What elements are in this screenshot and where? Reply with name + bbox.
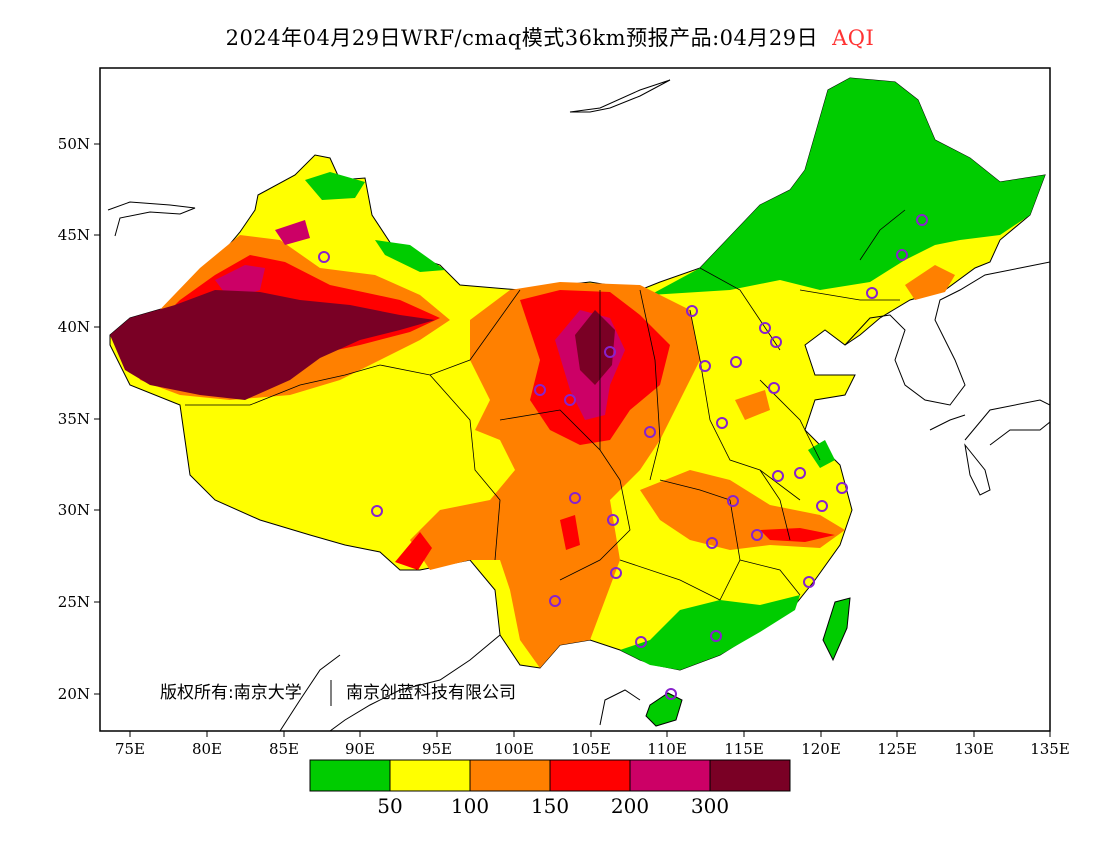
- magenta-xinjiang2: [275, 220, 310, 245]
- lon-tick-label: 130E: [954, 740, 994, 758]
- lon-tick-label: 115E: [724, 740, 764, 758]
- map-content: 版权所有:南京大学 南京创蓝科技有限公司: [107, 77, 1050, 731]
- station-marker: [768, 382, 780, 394]
- colorbar-swatch-hazardous: [710, 760, 790, 791]
- station-marker: [866, 287, 878, 299]
- lon-tick-label: 85E: [269, 740, 299, 758]
- station-marker: [716, 417, 728, 429]
- green-jiangsu: [808, 440, 835, 468]
- station-marker: [916, 214, 928, 226]
- lon-tick-label: 110E: [647, 740, 687, 758]
- station-markers: [318, 214, 928, 700]
- lon-tick-label: 75E: [115, 740, 145, 758]
- colorbar-swatch-moderate: [390, 760, 470, 791]
- copyright-left: 版权所有:南京大学: [160, 683, 302, 703]
- station-marker: [607, 514, 619, 526]
- station-marker: [706, 537, 718, 549]
- taiwan-region: [822, 597, 851, 662]
- colorbar-swatch-usg: [470, 760, 550, 791]
- station-marker: [710, 630, 722, 642]
- station-marker: [534, 384, 546, 396]
- lon-tick-label: 125E: [877, 740, 917, 758]
- station-marker: [794, 467, 806, 479]
- copyright-right: 南京创蓝科技有限公司: [346, 683, 516, 703]
- station-marker: [610, 567, 622, 579]
- lon-tick-label: 120E: [801, 740, 841, 758]
- station-marker: [569, 492, 581, 504]
- station-marker: [665, 688, 677, 700]
- colorbar-swatch-good: [310, 760, 390, 791]
- colorbar-label: 150: [531, 794, 569, 818]
- station-marker: [816, 500, 828, 512]
- map-title: 2024年04月29日WRF/cmaq模式36km预报产品:04月29日 AQI: [0, 22, 1100, 52]
- hazardous-loess: [575, 310, 615, 385]
- station-marker: [727, 495, 739, 507]
- title-main: 2024年04月29日WRF/cmaq模式36km预报产品:04月29日: [225, 26, 819, 50]
- red-sichuan: [560, 515, 580, 550]
- lat-tick-label: 40N: [58, 318, 90, 336]
- station-marker: [604, 346, 616, 358]
- lon-tick-label: 135E: [1030, 740, 1070, 758]
- station-marker: [686, 305, 698, 317]
- green-xinjiang: [305, 172, 365, 200]
- lon-tick-label: 90E: [345, 740, 375, 758]
- station-marker: [896, 249, 908, 261]
- map-frame: [99, 67, 1051, 732]
- colorbar-label: 100: [451, 794, 489, 818]
- station-marker: [770, 336, 782, 348]
- lat-tick-label: 35N: [58, 410, 90, 428]
- station-marker: [644, 426, 656, 438]
- station-marker: [318, 251, 330, 263]
- lat-tick-label: 20N: [58, 685, 90, 703]
- hainan-region: [645, 692, 683, 727]
- station-marker: [772, 470, 784, 482]
- colorbar-label: 200: [611, 794, 649, 818]
- colorbar-label: 300: [691, 794, 729, 818]
- station-marker: [699, 360, 711, 372]
- orange-shandong: [735, 390, 770, 420]
- hazardous-tarim: [110, 290, 435, 400]
- lon-axis: 75E 80E 85E 90E 95E 100E 105E 110E 115E …: [115, 731, 1070, 758]
- neighbor-borders: [107, 79, 1050, 731]
- lat-tick-label: 30N: [58, 501, 90, 519]
- green-northeast: [650, 78, 1045, 295]
- station-marker: [730, 356, 742, 368]
- lon-tick-label: 95E: [422, 740, 452, 758]
- station-marker: [803, 576, 815, 588]
- lat-tick-label: 45N: [58, 226, 90, 244]
- red-tibet-se: [395, 532, 432, 570]
- lon-tick-label: 100E: [494, 740, 534, 758]
- lat-axis: 20N 25N 30N 35N 40N 45N 50N: [58, 135, 100, 703]
- station-marker: [549, 595, 561, 607]
- orange-liaoning: [905, 265, 955, 300]
- station-marker: [371, 505, 383, 517]
- aqi-colorbar: 50 100 150 200 300: [309, 759, 791, 818]
- station-marker: [564, 394, 576, 406]
- lat-tick-label: 25N: [58, 593, 90, 611]
- red-yangtze: [760, 528, 835, 542]
- station-marker: [635, 636, 647, 648]
- lon-tick-label: 105E: [571, 740, 611, 758]
- station-marker: [759, 322, 771, 334]
- green-xinjiang2: [375, 240, 445, 272]
- colorbar-swatch-unhealthy: [550, 760, 630, 791]
- title-variable: AQI: [832, 26, 875, 50]
- lon-tick-label: 80E: [192, 740, 222, 758]
- green-south: [620, 595, 800, 670]
- station-marker: [836, 482, 848, 494]
- station-marker: [751, 529, 763, 541]
- province-boundaries: [185, 209, 906, 601]
- colorbar-swatch-very-unhealthy: [630, 760, 710, 791]
- lat-tick-label: 50N: [58, 135, 90, 153]
- colorbar-label: 50: [377, 794, 402, 818]
